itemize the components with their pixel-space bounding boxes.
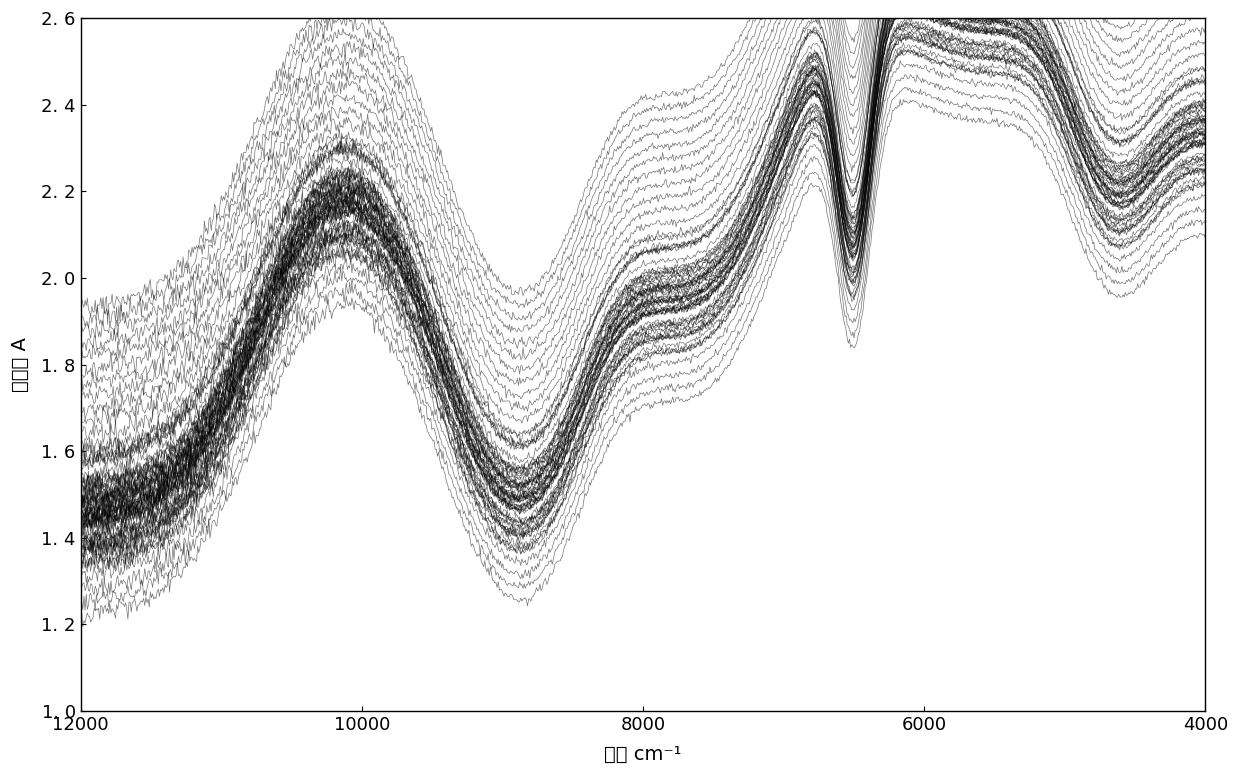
X-axis label: 波数 cm⁻¹: 波数 cm⁻¹ [605,745,681,764]
Y-axis label: 吸光度 A: 吸光度 A [11,337,30,392]
